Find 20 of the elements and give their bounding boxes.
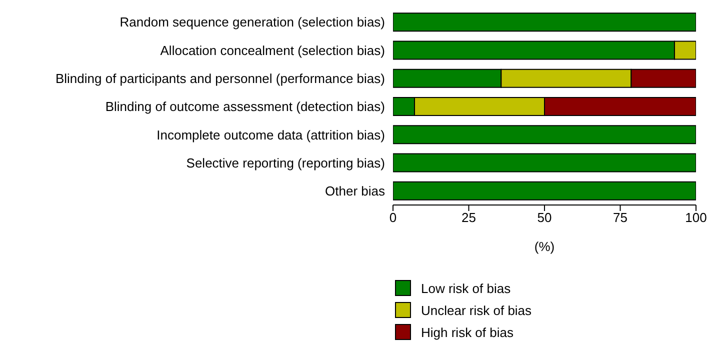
- bar: [393, 125, 696, 144]
- x-tick-label: 50: [537, 210, 552, 226]
- bar: [393, 181, 696, 200]
- bar: [393, 153, 696, 172]
- x-tick-label: 75: [613, 210, 628, 226]
- y-tick-label: Incomplete outcome data (attrition bias): [156, 127, 385, 142]
- y-tick-label: Selective reporting (reporting bias): [186, 155, 385, 170]
- legend-label: Unclear risk of bias: [421, 302, 532, 318]
- y-tick-label: Random sequence generation (selection bias): [120, 14, 385, 30]
- bar: [393, 12, 696, 32]
- y-tick-label: Blinding of participants and personnel (performance bias): [55, 70, 385, 86]
- legend-label: Low risk of bias: [421, 280, 511, 296]
- x-axis-title: (%): [534, 239, 555, 254]
- legend-label: High risk of bias: [421, 324, 514, 340]
- x-tick-label: 100: [685, 210, 707, 226]
- y-tick-label: Blinding of outcome assessment (detection bias): [105, 99, 385, 114]
- y-tick-label: Other bias: [325, 184, 386, 199]
- x-tick-label: 25: [462, 210, 476, 226]
- x-tick-label: 0: [389, 210, 397, 226]
- y-tick-label: Allocation concealment (selection bias): [160, 42, 385, 58]
